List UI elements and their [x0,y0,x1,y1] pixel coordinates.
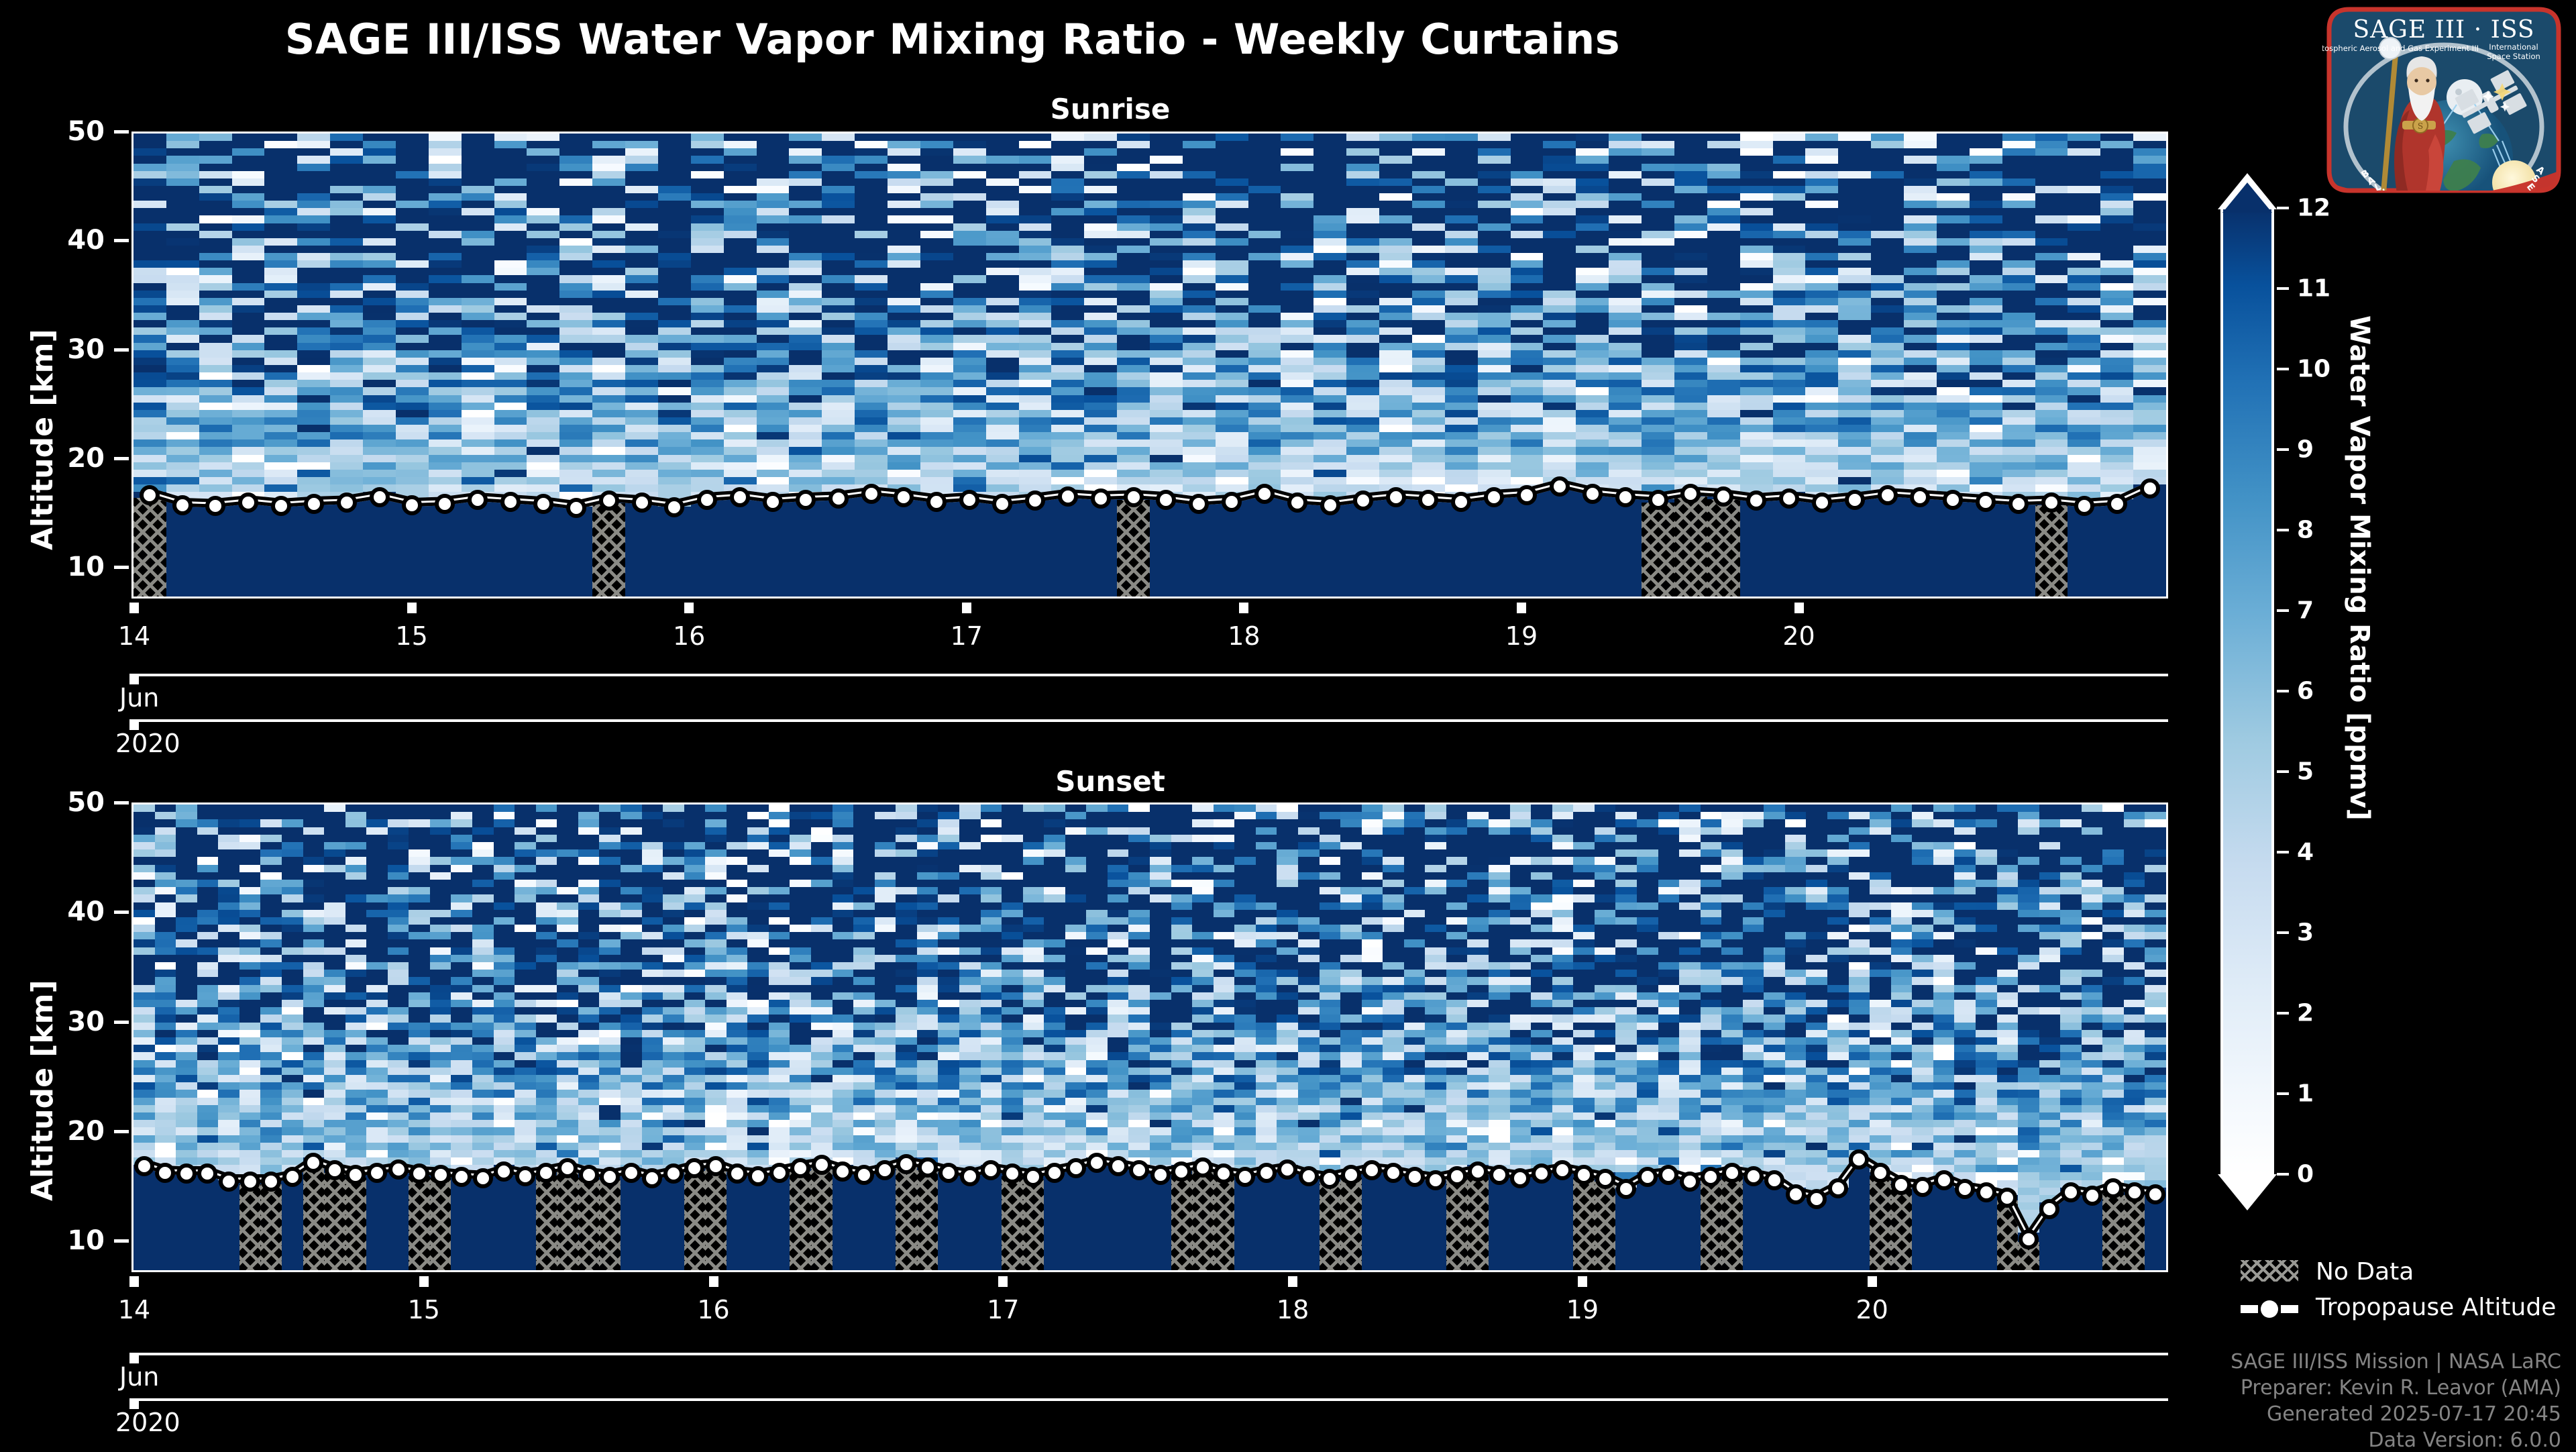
x-tick-mark [407,603,417,613]
tropopause-marker [1124,487,1144,507]
tropopause-marker [1746,490,1766,511]
tropopause-marker [172,495,193,515]
tropopause-marker [1878,485,1898,505]
tropopause-marker [2107,494,2127,514]
tropopause-marker [2140,478,2160,499]
tropopause-marker [1812,492,1832,513]
x-tick-mark [684,603,694,613]
tropopause-marker [1713,486,1733,507]
y-tick-label: 20 [31,443,105,474]
x-tick-label: 17 [951,621,983,651]
tropopause-marker [533,494,553,514]
x-tick-label: 15 [395,621,427,651]
y-tick-mark [114,566,129,569]
tropopause-marker [1517,485,1537,505]
x-tick-mark [129,603,139,613]
sunrise-tropopause-series [133,134,2166,597]
tropopause-marker [861,484,881,504]
y-tick-mark [114,457,129,460]
tropopause-marker [828,488,849,509]
tropopause-marker [1943,490,1963,510]
tropopause-marker [894,487,914,507]
tropopause-marker [304,494,324,514]
tropopause-marker [926,492,947,512]
x-tick-mark [962,603,971,613]
sunrise-month-rule [131,674,2168,676]
tropopause-marker [763,492,783,512]
tropopause-marker [2008,494,2029,514]
tropopause-marker [1779,488,1799,509]
page-title: SAGE III/ISS Water Vapor Mixing Ratio - … [0,15,1905,64]
tropopause-marker [664,497,684,517]
y-tick-label: 50 [31,116,105,147]
tropopause-marker [1648,490,1668,510]
tropopause-marker [2074,496,2094,516]
tropopause-marker [140,485,160,505]
tropopause-marker [1451,492,1471,512]
tropopause-marker [1910,487,1930,507]
tropopause-marker [1025,490,1045,511]
x-tick-label: 18 [1228,621,1260,651]
sunrise-plot-area[interactable] [131,132,2168,599]
tropopause-marker [1845,490,1865,510]
tropopause-marker [730,487,750,507]
x-tick-label: 14 [118,621,150,651]
tropopause-marker [1254,484,1275,504]
y-tick-mark [114,130,129,134]
tropopause-marker [337,492,357,513]
panel-title-sunset: Sunset [54,765,2167,798]
tropopause-marker [435,494,455,514]
tropopause-marker [566,498,586,518]
tropopause-marker [468,490,488,510]
sunrise-month-label: Jun [119,683,159,713]
tropopause-marker [1680,484,1701,504]
x-tick-mark [1517,603,1526,613]
y-tick-mark [114,348,129,352]
tropopause-marker [1418,490,1438,510]
tropopause-marker [1320,495,1340,515]
x-tick-label: 16 [673,621,705,651]
tropopause-marker [2041,492,2061,513]
x-tick-label: 19 [1505,621,1538,651]
y-tick-label: 40 [31,225,105,256]
sunrise-year-label: 2020 [115,729,180,758]
tropopause-marker [1976,492,1996,512]
tropopause-marker [238,492,258,513]
tropopause-marker [1058,486,1078,507]
x-tick-mark [1794,603,1804,613]
tropopause-marker [1189,494,1209,514]
tropopause-marker [1091,488,1111,509]
tropopause-marker [1550,476,1570,497]
tropopause-marker [697,490,717,510]
tropopause-marker [271,496,291,516]
tropopause-marker [796,490,816,510]
y-tick-mark [114,239,129,242]
tropopause-marker [1484,487,1504,507]
y-tick-label: 10 [31,552,105,582]
tropopause-marker [402,495,422,515]
tropopause-marker [599,490,619,511]
tropopause-marker [959,490,979,510]
tropopause-marker [632,492,652,513]
tropopause-marker [1353,490,1373,511]
x-tick-mark [1239,603,1248,613]
tropopause-marker [500,492,521,512]
tropopause-marker [205,496,225,516]
x-tick-label: 20 [1782,621,1815,651]
panel-title-sunrise: Sunrise [54,93,2167,125]
tropopause-marker [370,487,390,507]
tropopause-marker [1582,484,1603,504]
tropopause-marker [1386,487,1406,507]
sunrise-year-rule [131,719,2168,722]
tropopause-marker [992,494,1012,514]
tropopause-marker [1222,492,1242,512]
sunset-plot-area[interactable] [131,802,2168,1272]
tropopause-marker [1156,490,1176,510]
y-tick-label: 30 [31,334,105,365]
tropopause-marker [1615,487,1635,507]
tropopause-marker [1287,492,1307,513]
